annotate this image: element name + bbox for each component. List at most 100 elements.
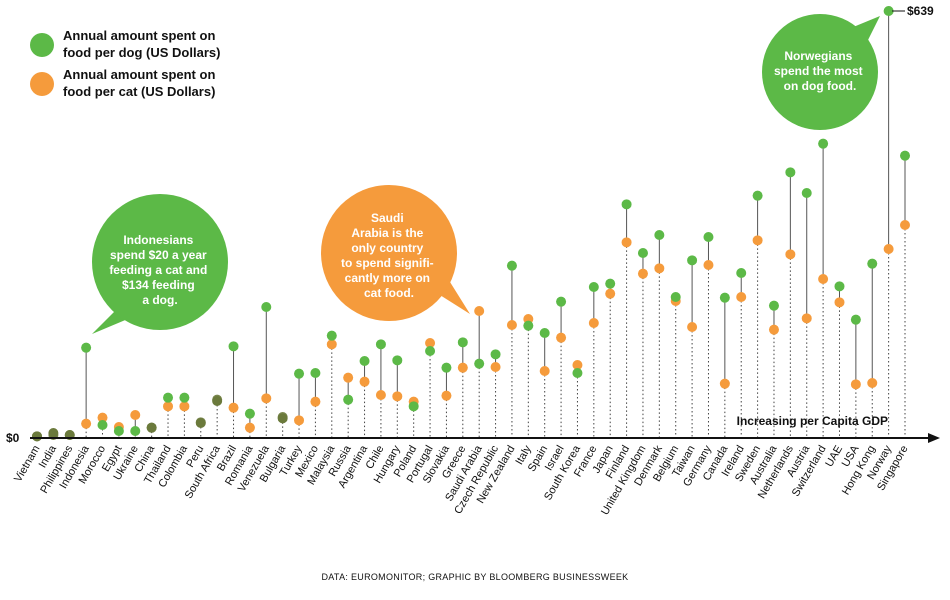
dot-cat-new-zealand: [506, 320, 517, 330]
dot-cat-united-kingdom: [637, 268, 648, 279]
dot-cat-taiwan: [687, 322, 698, 332]
category-labels: VietnamIndiaPhilippinesIndonesiaMoroccoE…: [12, 443, 910, 518]
dot-cat-chile: [375, 390, 386, 400]
indonesia-callout: Indonesians spend $20 a year feeding a c…: [92, 194, 228, 334]
dot-cat-south-africa: [212, 394, 223, 405]
dot-cat-portugal: [425, 338, 436, 348]
dot-cat-ireland: [736, 292, 747, 302]
dot-dog-switzerland: [818, 138, 829, 149]
dot-dog-singapore: [900, 150, 910, 161]
dot-dog-ukraine: [130, 426, 141, 436]
saudi-callout-line-2: Arabia is the: [351, 226, 423, 240]
dot-cat-finland: [621, 237, 632, 248]
dot-cat-israel: [556, 332, 567, 343]
dot-dog-canada: [719, 292, 730, 303]
indonesia-callout-line-4: $134 feeding: [122, 278, 195, 292]
saudi-callout-line-1: Saudi: [371, 211, 404, 225]
dot-cat-germany: [703, 260, 714, 270]
dot-dog-austria: [801, 188, 812, 198]
norway-callout: Norwegians spend the most on dog food.: [762, 14, 880, 130]
dot-cat-ukraine: [130, 410, 141, 420]
norway-callout-bubble: [762, 14, 878, 130]
dot-dog-poland: [408, 401, 419, 412]
legend-cat-line-1: Annual amount spent on: [63, 67, 215, 82]
norway-callout-line-2: spend the most: [774, 64, 863, 78]
dot-dog-czech-republic: [490, 349, 501, 360]
indonesia-callout-line-3: feeding a cat and: [109, 263, 207, 277]
dot-cat-south-korea: [572, 360, 583, 370]
dot-cat-australia: [768, 324, 779, 335]
dot-dog-new-zealand: [506, 260, 517, 271]
dot-cat-hungary: [392, 391, 403, 402]
dot-cat-russia: [343, 372, 354, 383]
x-axis-arrow: [928, 433, 940, 443]
dot-dog-israel: [556, 296, 567, 307]
dot-cat-greece: [457, 362, 468, 373]
dot-cat-thailand: [163, 401, 174, 412]
dot-cat-france: [588, 318, 599, 328]
dot-dog-colombia: [179, 392, 190, 403]
dot-dog-netherlands: [785, 167, 796, 178]
dot-cat-netherlands: [785, 249, 796, 260]
dot-dog-turkey: [294, 368, 305, 379]
legend-dog-swatch: [30, 33, 54, 57]
stems-layer: [36, 11, 906, 437]
dot-dog-thailand: [163, 392, 174, 403]
dot-cat-venezuela: [261, 393, 272, 404]
max-value-label: $639: [907, 4, 934, 18]
legend-cat-swatch: [30, 72, 54, 96]
dot-cat-norway: [883, 244, 894, 254]
dot-cat-mexico: [310, 396, 321, 407]
dot-cat-morocco: [97, 412, 108, 423]
dot-cat-uae: [834, 297, 845, 308]
dot-dog-malaysia: [326, 330, 337, 341]
dot-cat-singapore: [900, 220, 910, 230]
source-note: DATA: EUROMONITOR; GRAPHIC BY BLOOMBERG …: [322, 572, 629, 582]
dot-dog-usa: [850, 314, 861, 325]
dot-dog-greece: [457, 337, 468, 348]
dot-dog-sweden: [752, 190, 763, 201]
dot-dog-chile: [375, 339, 386, 350]
dot-cat-switzerland: [818, 274, 829, 284]
norway-callout-line-3: on dog food.: [784, 79, 857, 93]
dot-cat-saudi-arabia: [474, 306, 485, 316]
saudi-callout-line-5: cantly more on: [345, 271, 430, 285]
dot-dog-belgium: [670, 292, 681, 302]
x-axis-label: Increasing per Capita GDP: [737, 414, 888, 428]
dot-dog-brazil: [228, 341, 239, 352]
dot-dog-egypt: [113, 426, 124, 436]
dot-cat-usa: [850, 379, 861, 390]
saudi-callout-bubble: [321, 185, 457, 321]
norway-callout-tail: [846, 16, 880, 44]
dot-dog-hungary: [392, 355, 403, 366]
dot-dog-germany: [703, 232, 714, 242]
legend-dog-line-2: food per dog (US Dollars): [63, 45, 220, 60]
legend-dog-line-1: Annual amount spent on: [63, 28, 215, 43]
dot-dog-uae: [834, 281, 845, 292]
dot-cat-austria: [801, 313, 812, 324]
dot-dog-morocco: [97, 420, 108, 430]
dot-dog-indonesia: [81, 342, 92, 353]
dot-cat-spain: [539, 366, 550, 376]
dot-cat-canada: [719, 378, 730, 389]
dot-dog-japan: [605, 278, 616, 289]
indonesia-callout-bubble: [92, 194, 228, 330]
dot-cat-colombia: [179, 401, 190, 412]
saudi-callout-text: Saudi Arabia is the only country to spen…: [341, 211, 437, 300]
dot-dog-venezuela: [261, 302, 272, 312]
dot-cat-peru: [195, 417, 206, 428]
dot-dog-saudi-arabia: [474, 358, 485, 369]
dot-cat-hong-kong: [867, 378, 878, 388]
dot-dog-russia: [343, 394, 354, 405]
legend: Annual amount spent on food per dog (US …: [30, 28, 220, 99]
dot-dog-taiwan: [687, 255, 698, 266]
dots-layer: [32, 6, 910, 442]
dot-dog-australia: [768, 300, 779, 311]
norway-callout-line-1: Norwegians: [784, 49, 852, 63]
dot-cat-denmark: [654, 263, 665, 274]
indonesia-callout-line-1: Indonesians: [123, 233, 193, 247]
indonesia-callout-line-5: a dog.: [142, 293, 177, 307]
dot-dog-argentina: [359, 356, 370, 366]
dot-dog-united-kingdom: [637, 248, 648, 258]
